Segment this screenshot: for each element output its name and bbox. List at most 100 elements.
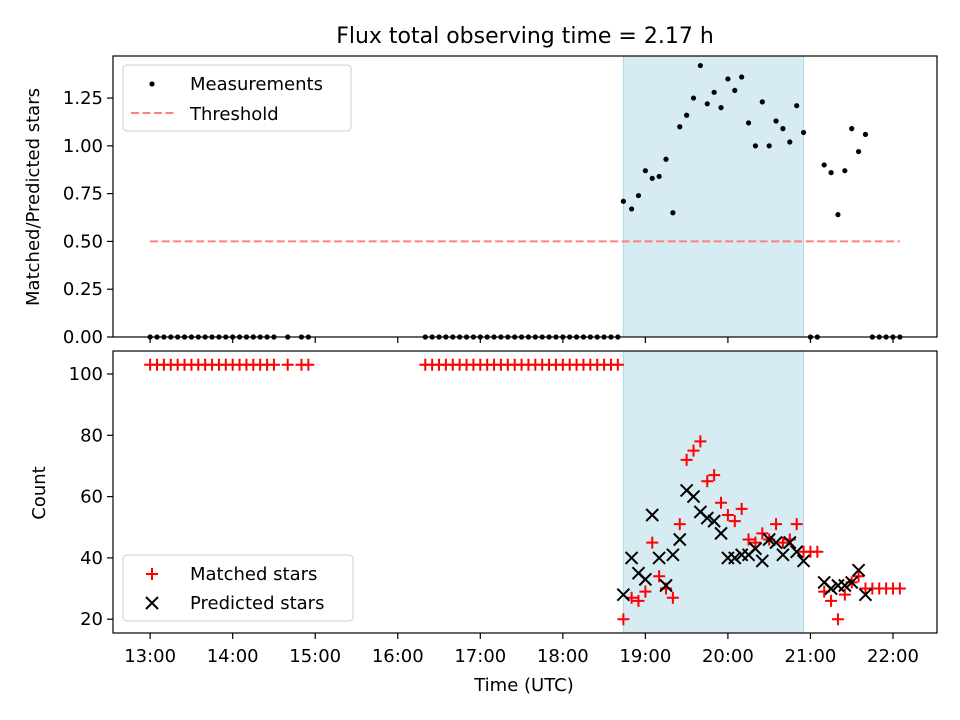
measurement-point <box>635 192 642 199</box>
predicted-star-point <box>659 578 673 593</box>
measurement-point <box>649 175 655 181</box>
predicted-star-point <box>762 532 776 547</box>
legend-predicted-stars-marker <box>145 596 159 610</box>
predicted-star-point <box>858 587 873 602</box>
matched-star-point <box>281 358 294 371</box>
measurement-point <box>794 103 800 109</box>
legend-matched-stars-label: Matched stars <box>190 564 317 585</box>
measurement-point <box>855 148 862 155</box>
matched-star-point <box>302 358 315 371</box>
predicted-star-point <box>638 572 653 587</box>
matched-star-point <box>749 536 762 549</box>
count-y-axis-label: Count <box>29 466 50 519</box>
predicted-star-point <box>845 575 859 590</box>
count-y-tick-label: 20 <box>80 609 103 630</box>
count-plot-frame <box>112 350 938 634</box>
predicted-star-point <box>838 578 852 593</box>
predicted-star-point <box>769 535 783 550</box>
chart-title: Flux total observing time = 2.17 h <box>336 24 714 49</box>
matched-star-point <box>776 536 789 549</box>
measurement-point <box>670 210 676 216</box>
predicted-star-point <box>686 489 701 504</box>
ratio-plot-frame <box>112 55 938 338</box>
matched-star-point <box>790 518 803 531</box>
matched-star-point <box>852 570 865 583</box>
measurement-point <box>697 62 703 69</box>
ratio-y-axis: 0.00 0.25 0.50 0.75 1.00 1.25 <box>63 88 113 348</box>
measurement-point <box>842 168 848 174</box>
count-legend-box <box>122 554 354 622</box>
count-legend: Matched stars Predicted stars <box>122 554 354 622</box>
matched-star-point <box>728 515 741 528</box>
x-tick-label: 20:00 <box>702 646 754 667</box>
measurement-point <box>780 126 786 132</box>
ratio-legend-box <box>122 64 352 132</box>
matched-star-point <box>617 613 630 626</box>
matched-star-point <box>632 594 645 607</box>
matched-star-point <box>701 475 714 488</box>
ratio-legend: Measurements Threshold <box>122 64 352 132</box>
measurement-point <box>745 120 752 126</box>
x-tick-label: 14:00 <box>207 646 259 667</box>
ratio-y-tick-label: 0.50 <box>63 231 103 252</box>
x-tick-label: 17:00 <box>454 646 506 667</box>
matched-star-point <box>715 496 728 509</box>
count-y-tick-label: 80 <box>80 425 103 446</box>
matched-star-point <box>639 585 652 598</box>
count-y-tick-label: 60 <box>80 487 103 508</box>
matched-star-point <box>735 502 748 515</box>
measurement-point <box>739 74 745 80</box>
ratio-panel: 0.00 0.25 0.50 0.75 1.00 1.25 Matched/Predict… <box>23 55 938 348</box>
x-tick-label: 15:00 <box>289 646 341 667</box>
count-y-tick-label: 40 <box>80 548 103 569</box>
x-tick-label: 19:00 <box>619 646 671 667</box>
measurement-point <box>862 131 869 137</box>
measurement-point <box>835 212 841 218</box>
matched-star-point <box>721 508 734 521</box>
matched-star-point <box>694 435 707 448</box>
matched-star-point <box>770 518 783 531</box>
predicted-star-point <box>796 554 811 568</box>
legend-measurements-marker <box>149 81 155 87</box>
ratio-y-tick-label: 1.00 <box>63 136 103 157</box>
x-tick-label: 22:00 <box>867 646 919 667</box>
matched-star-point <box>893 582 906 595</box>
predicted-star-point <box>755 554 770 568</box>
predicted-star-point <box>652 551 666 565</box>
matched-star-point <box>708 469 721 482</box>
x-tick-label: 21:00 <box>785 646 837 667</box>
x-tick-label: 18:00 <box>537 646 589 667</box>
matched-star-point <box>611 358 624 371</box>
ratio-marks <box>147 62 903 340</box>
predicted-star-point <box>851 563 866 577</box>
measurement-point <box>821 162 827 168</box>
matched-star-point <box>742 533 755 546</box>
measurement-point <box>684 112 690 118</box>
matched-star-point <box>838 588 851 601</box>
predicted-star-point <box>666 548 680 562</box>
count-panel: 20 40 60 80 100 13:00 14:00 15:00 16:00 17:00 18:… <box>29 350 938 696</box>
predicted-star-point <box>776 548 790 562</box>
matched-star-point <box>756 527 769 540</box>
legend-threshold-label: Threshold <box>189 104 279 125</box>
measurement-point <box>711 89 717 95</box>
measurement-point <box>773 118 779 124</box>
measurement-point <box>718 105 724 111</box>
measurement-point <box>704 101 710 107</box>
matched-star-point <box>811 545 824 558</box>
predicted-star-point <box>673 532 687 547</box>
predicted-star-point <box>728 551 742 565</box>
measurement-point <box>732 87 738 94</box>
measurement-point <box>677 124 683 130</box>
x-tick-label: 16:00 <box>372 646 424 667</box>
count-y-tick-label: 100 <box>69 364 103 385</box>
matched-star-point <box>687 444 700 457</box>
predicted-star-point <box>624 551 639 565</box>
ratio-y-tick-label: 0.75 <box>63 184 103 205</box>
matched-star-point <box>653 570 666 583</box>
predicted-star-point <box>616 587 631 602</box>
count-highlight-span <box>622 350 805 634</box>
measurement-point <box>690 95 697 101</box>
matched-star-point <box>825 594 838 607</box>
measurement-point <box>656 173 662 180</box>
